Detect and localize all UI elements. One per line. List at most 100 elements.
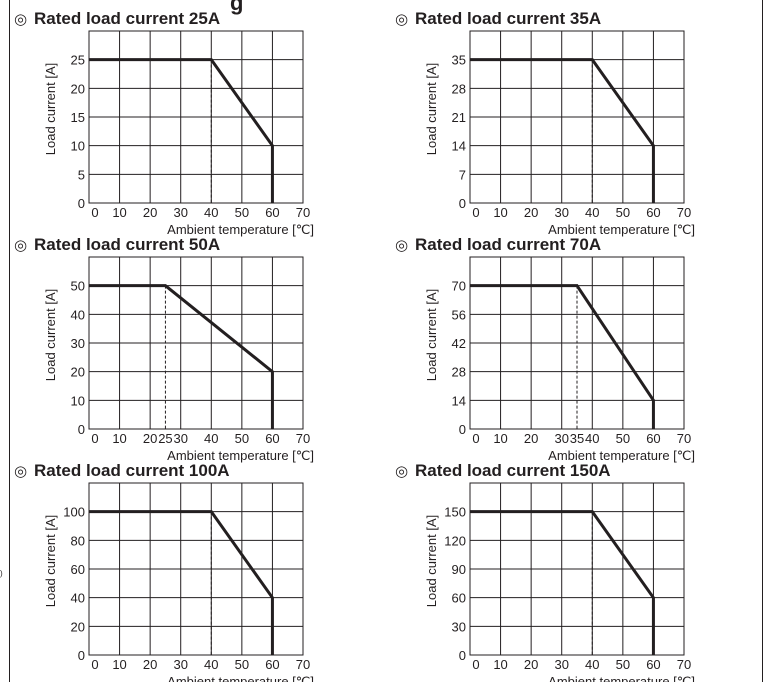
x-tick-label: 30 [173,431,187,446]
y-tick-label: 100 [63,505,85,520]
y-tick-label: 35 [452,53,466,68]
chart-panel-5: ◎ Rated load current 100A 0 20 40 60 80 100 0 10 2… [14,461,314,682]
title-mark-icon: ◎ [395,10,408,28]
x-tick-label: 60 [646,657,660,672]
x-axis-title: Ambient temperature [℃] [548,222,695,237]
y-tick-label: 20 [71,365,85,380]
x-tick-label: 20 [524,657,538,672]
plot-area [88,30,304,204]
y-axis-title: Load current [A] [43,515,58,608]
x-tick-label: 50 [616,431,630,446]
x-tick-label: 10 [493,657,507,672]
title-mark-icon: ◎ [14,462,27,480]
chart-panel-2: ◎ Rated load current 35A 0 7 14 21 28 35 0 10 20 30… [395,9,695,237]
x-tick-label: 50 [616,205,630,220]
x-tick-label: 10 [112,431,126,446]
y-tick-label: 14 [452,393,466,408]
x-tick-label: 60 [265,205,279,220]
x-tick-label: 0 [472,657,479,672]
y-tick-label: 150 [444,505,466,520]
plot-area [469,482,685,656]
plot-area [88,482,304,656]
derating-curve-line [89,58,274,203]
y-tick-label: 25 [71,53,85,68]
y-tick-label: 14 [452,139,466,154]
x-tick-label: 10 [493,205,507,220]
x-tick-label: 30 [173,205,187,220]
x-tick-label: 50 [235,205,249,220]
x-axis-title: Ambient temperature [℃] [548,674,695,682]
derating-curve-line [470,510,655,655]
y-tick-label: 60 [71,562,85,577]
x-tick-label: 60 [646,205,660,220]
title-mark-icon: ◎ [395,462,408,480]
y-tick-label: 40 [71,591,85,606]
x-tick-label: 0 [91,431,98,446]
x-axis-title: Ambient temperature [℃] [167,222,314,237]
x-tick-label: 10 [112,205,126,220]
chart-panel-4: ◎ Rated load current 70A 0 14 28 42 56 70 0 10 20 3… [395,235,695,463]
x-tick-label: 25 [158,431,172,446]
y-tick-label: 21 [452,110,466,125]
x-tick-label: 60 [646,431,660,446]
chart-title: Rated load current 35A [415,9,601,28]
y-tick-label: 20 [71,81,85,96]
y-tick-label: 0 [459,196,466,211]
chart-title: Rated load current 150A [415,461,611,480]
y-tick-label: 30 [71,336,85,351]
x-tick-label: 20 [143,205,157,220]
x-tick-label: 70 [677,431,691,446]
x-tick-label: 70 [296,431,310,446]
chart-title: Rated load current 100A [34,461,230,480]
x-tick-label: 40 [585,657,599,672]
y-tick-label: 90 [452,562,466,577]
side-mark: ) [0,569,3,578]
y-axis-title: Load current [A] [424,515,439,608]
x-tick-label: 0 [472,431,479,446]
y-tick-label: 0 [78,422,85,437]
y-tick-label: 10 [71,139,85,154]
y-tick-label: 7 [459,167,466,182]
derating-curve-line [89,510,274,655]
chart-panel-6: ◎ Rated load current 150A 0 30 60 90 120 150 0 10… [395,461,695,682]
y-axis-title: Load current [A] [424,63,439,156]
chart-title: Rated load current 25A [34,9,220,28]
y-axis-title: Load current [A] [43,289,58,382]
y-axis-title: Load current [A] [424,289,439,382]
x-tick-label: 10 [493,431,507,446]
x-tick-label: 70 [296,205,310,220]
x-tick-label: 40 [204,205,218,220]
y-tick-label: 10 [71,393,85,408]
x-tick-label: 10 [112,657,126,672]
x-tick-label: 20 [524,205,538,220]
x-tick-label: 30 [554,431,568,446]
x-tick-label: 0 [91,205,98,220]
title-mark-icon: ◎ [14,10,27,28]
x-tick-label: 40 [585,431,599,446]
y-tick-label: 60 [452,591,466,606]
plot-area [469,30,685,204]
y-tick-label: 30 [452,619,466,634]
chart-title: Rated load current 50A [34,235,220,254]
y-tick-label: 56 [452,307,466,322]
y-tick-label: 0 [459,648,466,663]
y-tick-label: 70 [452,279,466,294]
y-tick-label: 15 [71,110,85,125]
y-tick-label: 20 [71,619,85,634]
x-tick-label: 50 [235,431,249,446]
y-tick-label: 0 [459,422,466,437]
derating-curve-line [470,58,655,203]
y-tick-label: 28 [452,365,466,380]
x-tick-label: 60 [265,431,279,446]
x-tick-label: 70 [677,657,691,672]
plot-area [469,256,685,430]
chart-panel-1: ◎ Rated load current 25A 0 5 10 15 20 25 0 10 20 30… [14,9,314,237]
x-tick-label: 30 [554,657,568,672]
x-tick-label: 60 [265,657,279,672]
title-mark-icon: ◎ [14,236,27,254]
x-axis-title: Ambient temperature [℃] [548,448,695,463]
x-tick-label: 70 [677,205,691,220]
y-tick-label: 120 [444,533,466,548]
